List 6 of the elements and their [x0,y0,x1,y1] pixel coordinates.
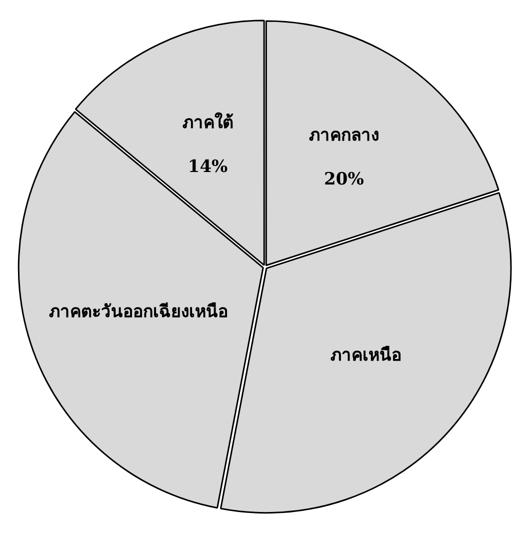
data-label: 14% [188,156,228,177]
slice-label: ภาคเหนือ [330,344,402,366]
data-label: 20% [324,170,364,190]
slice-label: ภาคใต้ [182,112,234,133]
slice-label: ภาคตะวันออกเฉียงเหนือ [49,300,228,322]
slice-label: ภาคกลาง [308,126,379,146]
